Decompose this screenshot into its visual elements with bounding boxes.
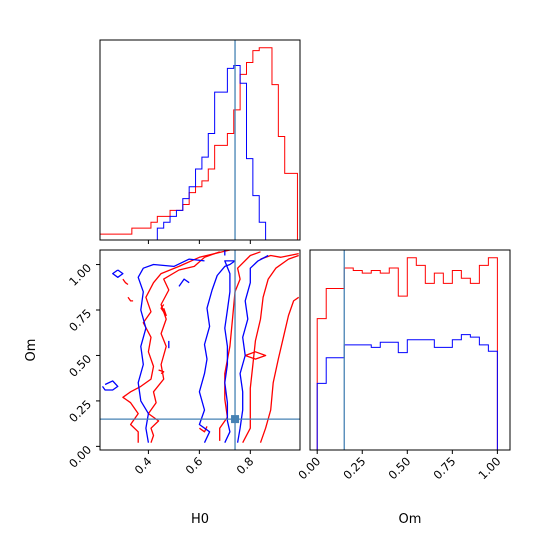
contour-line-1 [147, 251, 220, 443]
h0-histogram-frame [99, 39, 301, 241]
y-tick-label: 1.00 [66, 261, 94, 289]
contour-line-14 [178, 278, 190, 287]
om-histogram-panel: 0.00 0.25 0.50 0.75 1.00 Om [295, 249, 511, 527]
contour-line-3 [242, 254, 299, 444]
y-tick-label: 0.00 [66, 443, 94, 471]
contour-line-9 [158, 369, 165, 375]
om-x-tick-label: 0.50 [385, 454, 413, 482]
truth-marker [231, 415, 240, 424]
contour-line-8 [127, 296, 134, 302]
x-tick-label: 0.6 [183, 454, 206, 477]
h0-histogram-ticks [147, 240, 251, 244]
y-tick-label: 0.50 [66, 352, 94, 380]
om-histogram-x-ticks: 0.00 0.25 0.50 0.75 1.00 [295, 450, 504, 482]
om-axis-label: Om [399, 512, 422, 527]
contour-line-13 [137, 258, 205, 443]
h0-om-contour-panel: 0.4 0.6 0.8 0.00 0.25 0.50 0.75 1.00 H0 Om [24, 249, 301, 527]
contour-line-6 [160, 304, 167, 317]
contour-line-5 [244, 351, 267, 360]
om-x-tick-label: 1.00 [476, 454, 504, 482]
contour-line-19 [112, 269, 124, 278]
contour-y-ticks: 0.00 0.25 0.50 0.75 1.00 [66, 261, 100, 471]
y-tick-label: 0.25 [66, 397, 94, 425]
h0-histogram-series [99, 47, 298, 241]
contour-line-0 [122, 250, 231, 443]
om-x-tick-label: 0.00 [295, 454, 323, 482]
y-tick-label: 0.75 [66, 306, 94, 334]
histogram-step-series-0 [99, 47, 298, 240]
om-x-tick-label: 0.25 [340, 454, 368, 482]
contour-line-10 [199, 426, 208, 433]
om-x-tick-label: 0.75 [430, 454, 458, 482]
contour-frame [99, 249, 301, 451]
x-tick-label: 0.4 [132, 454, 155, 477]
y-axis-label: Om [24, 339, 39, 362]
contour-line-18 [236, 254, 269, 443]
om-histogram-frame [309, 249, 511, 451]
contour-line-4 [259, 296, 300, 443]
contour-x-ticks: 0.4 0.6 0.8 [132, 450, 257, 477]
contour-line-17 [224, 260, 235, 443]
x-tick-label: 0.8 [234, 454, 257, 477]
histogram-step-series-1 [100, 64, 298, 241]
contour-line-7 [122, 278, 129, 286]
contour-lines [101, 250, 300, 444]
x-axis-label: H0 [191, 512, 209, 527]
histogram-step-series-0 [316, 257, 498, 450]
contour-line-12 [101, 380, 119, 391]
h0-histogram-panel [99, 39, 301, 244]
